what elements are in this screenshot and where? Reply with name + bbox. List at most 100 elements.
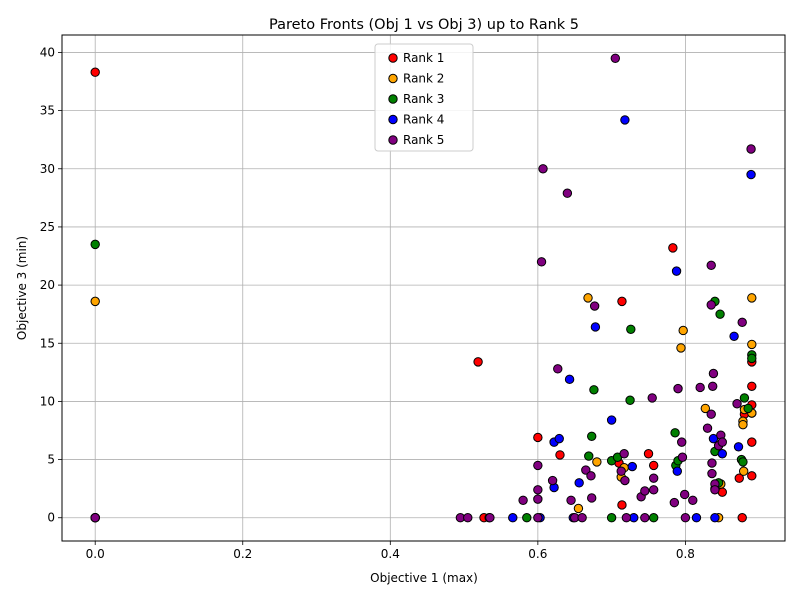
data-point <box>747 437 757 447</box>
data-point <box>590 322 601 332</box>
legend-label: Rank 4 <box>403 113 444 127</box>
data-point <box>574 478 584 488</box>
data-point <box>586 471 596 481</box>
data-point <box>90 296 100 307</box>
data-point <box>737 513 747 523</box>
data-point <box>672 466 682 476</box>
data-point <box>729 331 739 341</box>
data-point <box>592 457 602 467</box>
data-point <box>566 495 576 505</box>
x-tick-label: 0.6 <box>528 547 547 561</box>
data-point <box>577 513 587 523</box>
data-point <box>668 243 678 253</box>
data-point <box>554 433 564 444</box>
data-point <box>732 399 742 409</box>
series-rank-4 <box>90 115 756 523</box>
chart-title: Pareto Fronts (Obj 1 vs Obj 3) up to Ran… <box>269 17 579 33</box>
data-point <box>738 457 748 467</box>
data-point <box>669 497 680 508</box>
data-point <box>677 437 687 447</box>
data-point <box>518 495 528 505</box>
data-point <box>708 368 719 379</box>
data-point <box>643 449 654 459</box>
legend-item: Rank 3 <box>388 92 444 106</box>
data-point <box>625 395 635 405</box>
legend-item: Rank 5 <box>388 133 444 147</box>
data-point <box>606 415 617 425</box>
y-axis-ticks: 0 5 10 15 20 25 30 35 40 <box>40 45 62 525</box>
data-point <box>695 382 705 393</box>
data-point <box>606 513 617 523</box>
data-point <box>706 409 716 419</box>
x-axis-label: Objective 1 (max) <box>370 571 478 585</box>
x-tick-label: 0.2 <box>233 547 252 561</box>
data-point <box>627 461 637 472</box>
data-point <box>589 385 599 395</box>
data-point <box>90 513 100 523</box>
y-tick-label: 40 <box>40 45 55 59</box>
data-point <box>648 460 659 471</box>
data-point <box>619 449 629 459</box>
x-tick-label: 0.0 <box>86 547 105 561</box>
data-point <box>710 485 720 495</box>
data-point <box>533 460 543 471</box>
data-point <box>738 419 748 430</box>
data-point <box>626 324 636 334</box>
data-point <box>555 450 565 460</box>
data-point <box>706 300 716 310</box>
y-tick-label: 15 <box>40 336 55 350</box>
legend-marker <box>388 94 398 104</box>
data-point <box>677 452 688 462</box>
series-rank-5 <box>90 53 756 523</box>
data-point <box>706 260 716 271</box>
data-point <box>691 513 702 523</box>
data-point <box>734 473 744 483</box>
data-point <box>617 296 627 307</box>
data-point <box>737 317 747 328</box>
data-point <box>746 169 756 180</box>
y-tick-label: 25 <box>40 220 55 234</box>
data-point <box>707 458 717 468</box>
data-points <box>90 53 757 523</box>
y-tick-label: 30 <box>40 162 55 176</box>
data-point <box>589 301 600 311</box>
y-tick-label: 20 <box>40 278 55 292</box>
data-point <box>702 423 713 433</box>
x-tick-label: 0.4 <box>381 547 400 561</box>
data-point <box>717 437 727 447</box>
data-point <box>747 471 757 481</box>
data-point <box>700 403 711 414</box>
data-point <box>547 475 558 486</box>
data-point <box>617 500 627 510</box>
data-point <box>583 293 593 303</box>
y-tick-label: 0 <box>47 511 55 525</box>
data-point <box>620 115 630 125</box>
y-tick-label: 35 <box>40 104 55 118</box>
data-point <box>584 451 594 461</box>
data-point <box>620 475 630 486</box>
legend-label: Rank 3 <box>403 92 444 106</box>
data-point <box>616 466 626 476</box>
data-point <box>90 67 100 77</box>
data-point <box>553 364 563 374</box>
data-point <box>708 433 719 444</box>
data-point <box>533 432 543 443</box>
data-point <box>587 493 597 503</box>
data-point <box>670 428 680 438</box>
data-point <box>671 266 682 276</box>
legend-marker <box>388 135 398 145</box>
data-point <box>463 513 473 523</box>
data-point <box>648 485 659 495</box>
data-point <box>747 353 757 364</box>
data-point <box>688 495 698 505</box>
data-point <box>647 393 657 403</box>
data-point <box>485 513 495 523</box>
data-point <box>522 513 532 523</box>
data-point <box>533 485 543 495</box>
data-point <box>640 486 650 496</box>
data-point <box>562 188 573 198</box>
data-point <box>533 513 543 523</box>
y-tick-label: 10 <box>40 394 55 408</box>
y-axis-label: Objective 3 (min) <box>15 236 29 340</box>
